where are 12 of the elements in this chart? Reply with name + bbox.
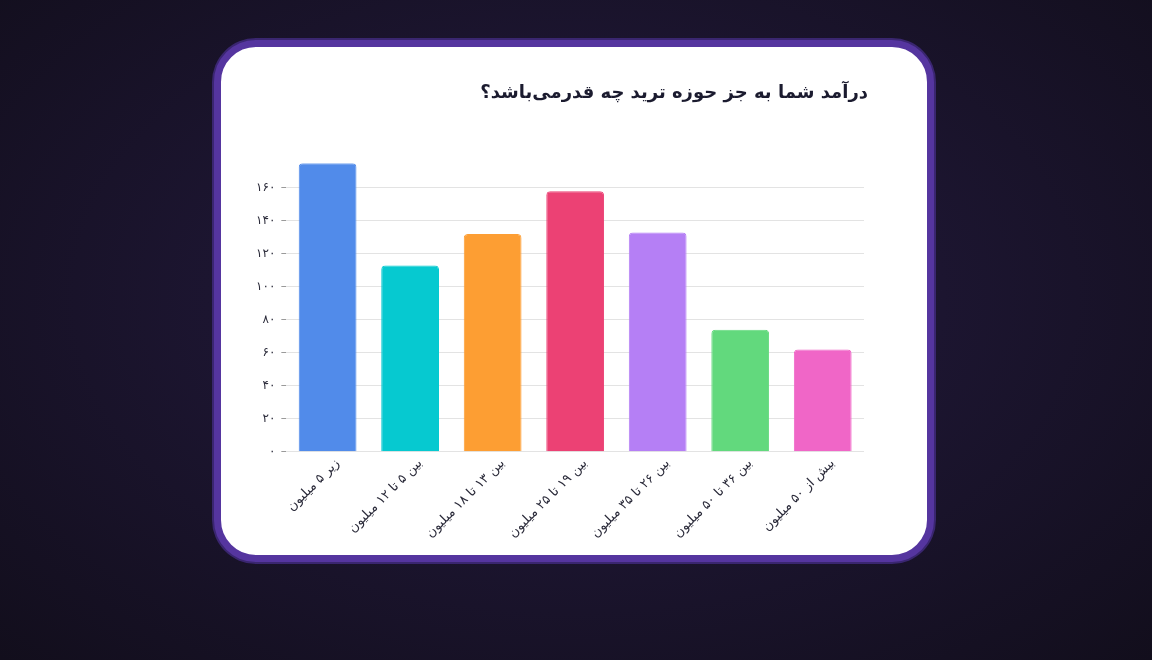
x-tick-label: زیر ۵ میلیون [283, 455, 343, 515]
y-tick-label: ۱۶۰ [255, 180, 276, 195]
y-tick-label: ۱۰۰ [255, 279, 276, 294]
y-tick-label: ۴۰ [262, 377, 276, 392]
y-tick-label: ۱۴۰ [255, 213, 276, 228]
x-tick-label: بیش از ۵۰ میلیون [758, 455, 838, 535]
y-tick-label: ۱۲۰ [255, 246, 276, 261]
y-tick-label: ۸۰ [262, 312, 276, 327]
y-tick-label: ۲۰ [262, 410, 276, 425]
y-tick-label: ۰ [268, 443, 276, 458]
y-tick-label: ۶۰ [262, 345, 276, 359]
chart-title: درآمد شما به جز حوزه ترید چه قدرمی‌باشد؟ [480, 81, 868, 102]
